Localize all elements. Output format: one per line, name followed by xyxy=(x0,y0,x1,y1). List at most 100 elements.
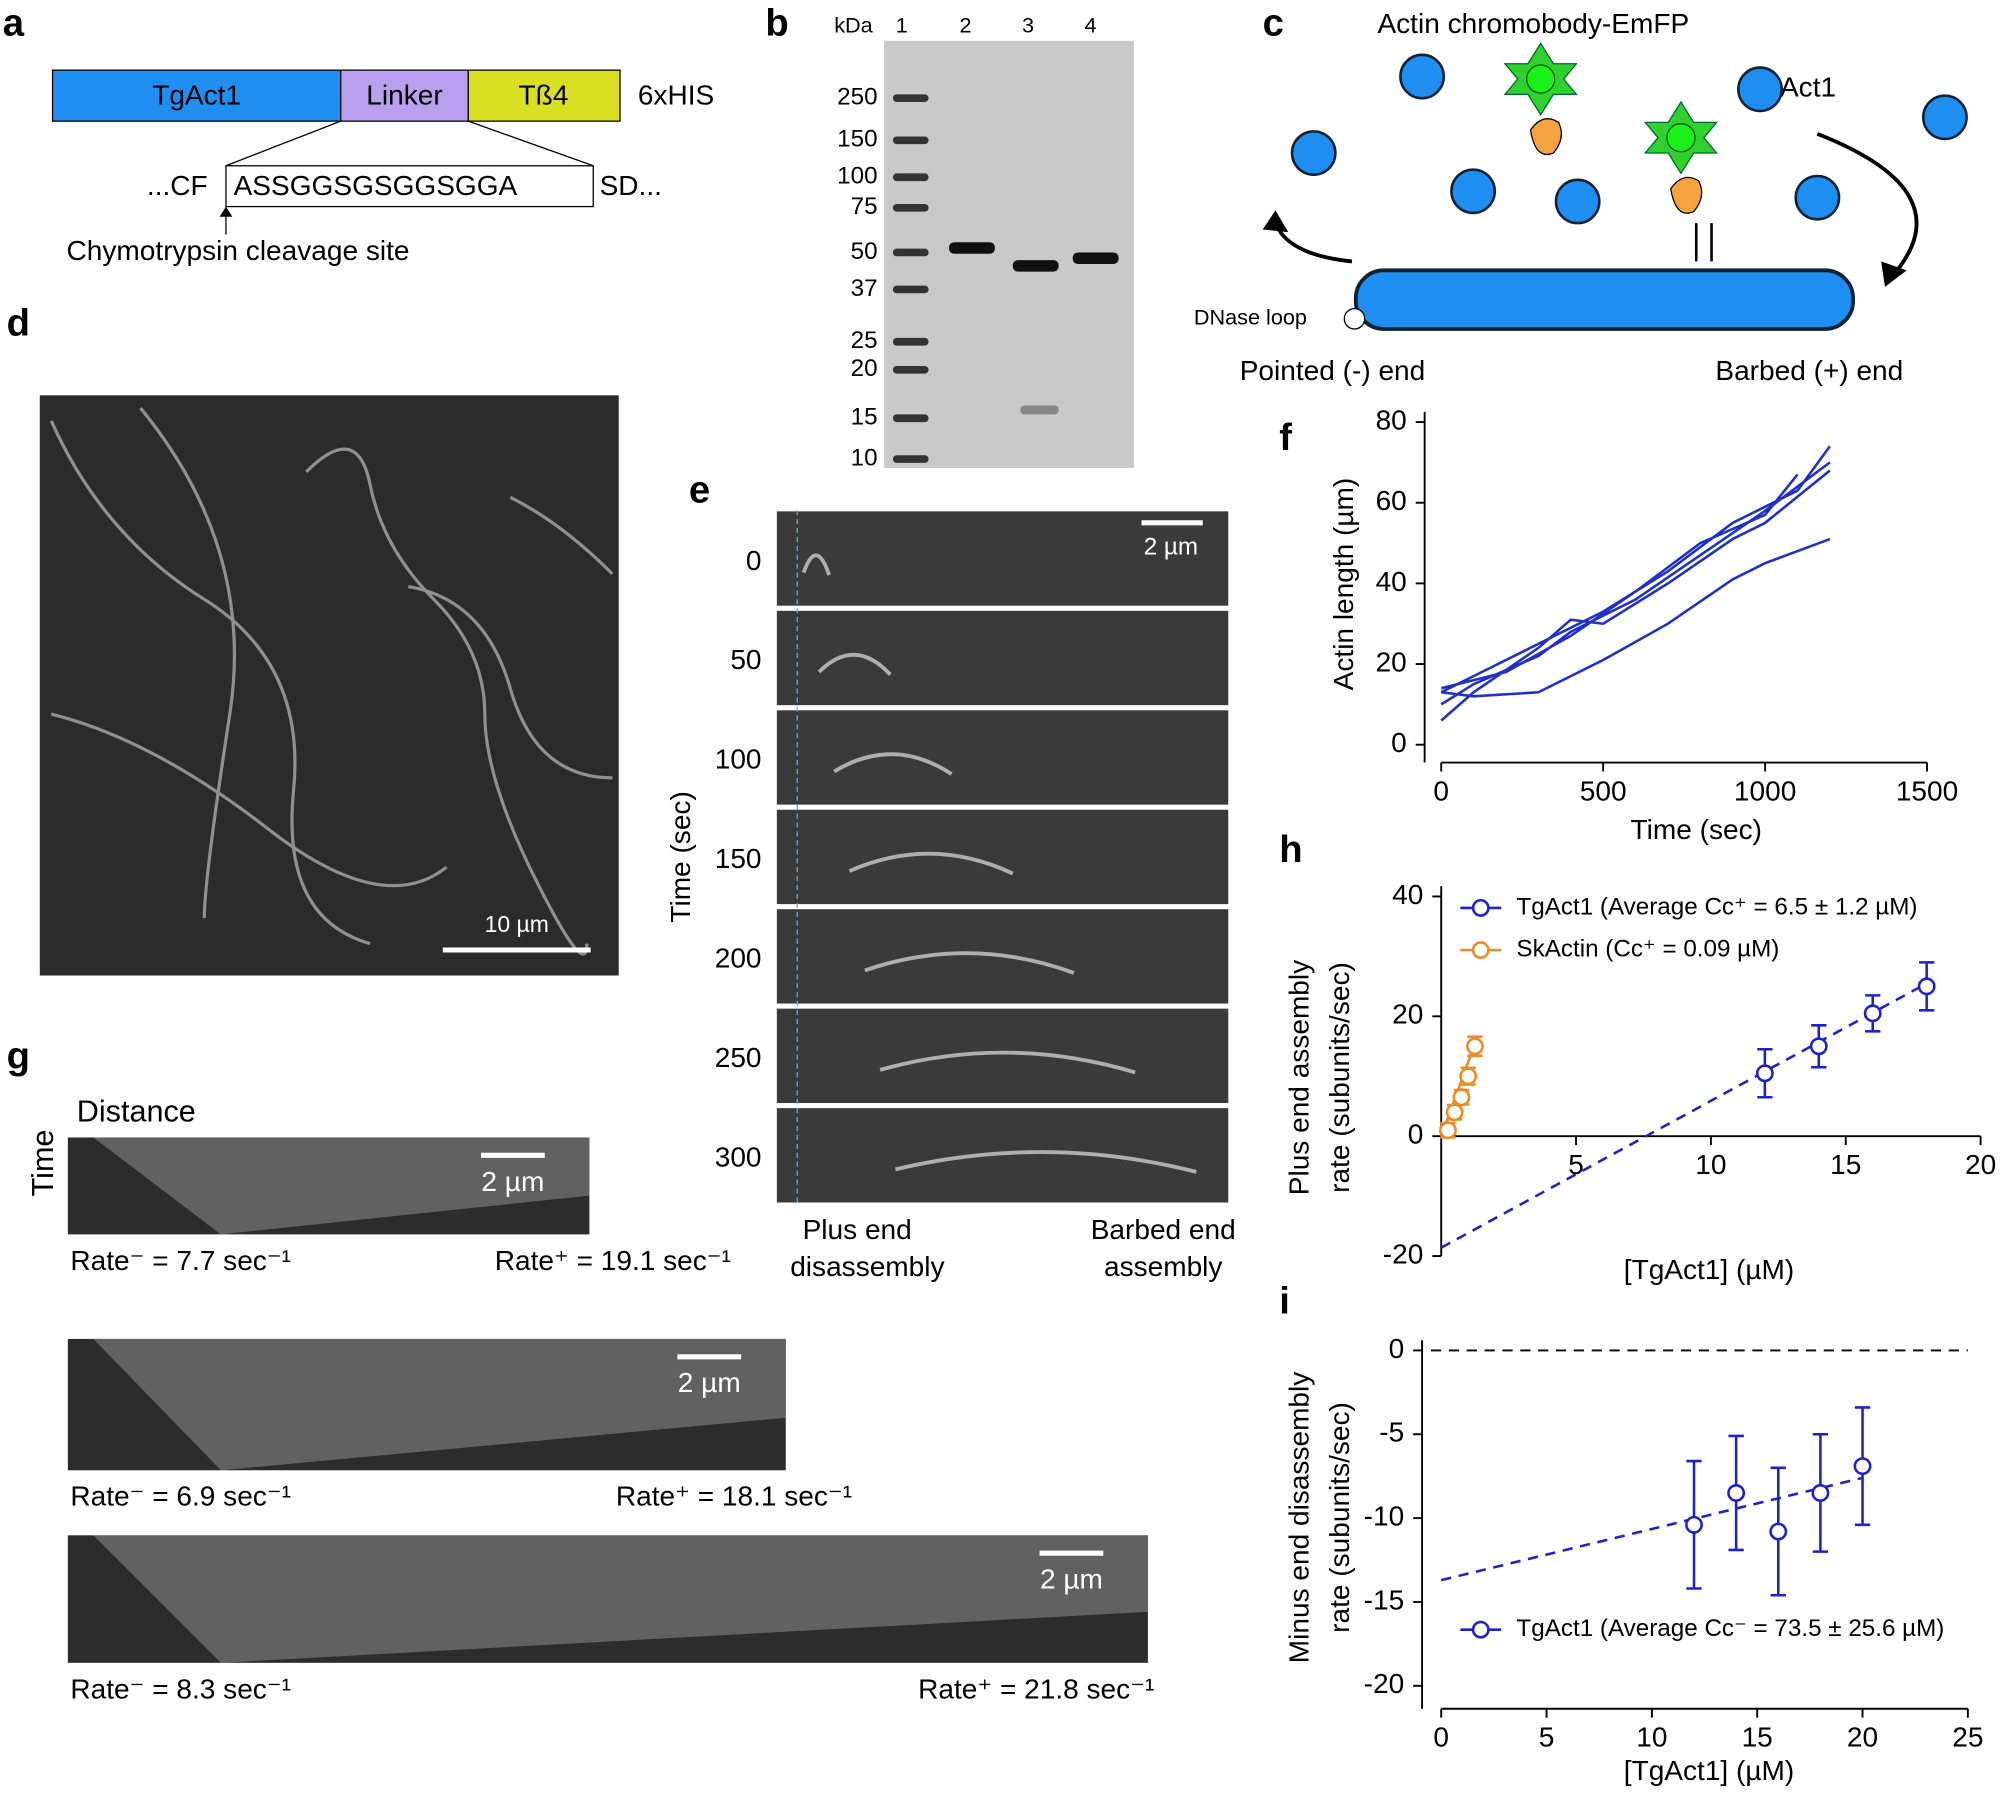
fit-line xyxy=(1440,1476,1863,1582)
filaments xyxy=(49,407,614,956)
label: Pointed (-) end xyxy=(1240,355,1426,386)
time-label: 200 xyxy=(715,943,762,974)
scale-label: 2 µm xyxy=(481,1166,544,1197)
point xyxy=(1452,1088,1471,1107)
filament xyxy=(864,951,1075,975)
y-axis-label: rate (subunits/sec) xyxy=(1324,962,1355,1193)
x-tick-label: 5 xyxy=(1539,1722,1555,1753)
filament xyxy=(817,652,892,676)
scale-label: 2 µm xyxy=(1144,534,1198,561)
filament xyxy=(1353,268,1856,331)
point xyxy=(1685,1515,1703,1534)
rate-label: Rate⁻ = 6.9 sec⁻¹ xyxy=(70,1481,291,1512)
marker-label: 50 xyxy=(851,238,878,265)
rate-label: Rate⁻ = 7.7 sec⁻¹ xyxy=(70,1245,291,1276)
chromobody xyxy=(1666,123,1696,153)
micrograph xyxy=(39,395,619,976)
segment xyxy=(340,69,469,122)
actin-monomer xyxy=(1450,168,1497,215)
point xyxy=(1459,1067,1478,1086)
marker-label: 25 xyxy=(851,327,878,354)
actin-monomer xyxy=(1290,130,1337,176)
point xyxy=(1811,1484,1830,1502)
tag-label: 6xHIS xyxy=(638,79,714,110)
time-label: 50 xyxy=(730,644,761,675)
x-tick-label: 15 xyxy=(1830,1149,1861,1180)
arrow xyxy=(1273,222,1353,264)
point xyxy=(1727,1484,1746,1502)
label: Barbed (+) end xyxy=(1715,355,1903,386)
band xyxy=(892,414,929,423)
frame xyxy=(776,511,1229,606)
panel-letter: d xyxy=(7,301,30,344)
sequence: SD... xyxy=(600,170,662,201)
sequence: ...CF xyxy=(147,170,208,201)
marker-label: 20 xyxy=(851,355,878,382)
band xyxy=(1020,405,1059,415)
marker-label: 75 xyxy=(851,193,878,220)
y-tick-label: 20 xyxy=(1392,999,1423,1030)
point xyxy=(1809,1037,1828,1056)
line xyxy=(1441,537,1831,698)
actin-monomer xyxy=(1737,66,1783,113)
label: Barbed end xyxy=(1091,1214,1236,1245)
chromobody xyxy=(1526,64,1556,94)
x-tick-label: 1000 xyxy=(1734,776,1796,807)
arrow xyxy=(1816,132,1919,276)
dnase-loop xyxy=(1343,307,1366,330)
actin-monomer xyxy=(1921,94,1968,141)
time-label: 300 xyxy=(715,1142,762,1173)
x-tick-label: 25 xyxy=(1952,1722,1983,1753)
label: assembly xyxy=(1104,1251,1222,1282)
line xyxy=(1440,445,1831,694)
y-tick-label: 20 xyxy=(1376,646,1407,677)
filament xyxy=(894,1150,1197,1174)
band xyxy=(948,242,995,254)
connector xyxy=(225,120,341,167)
point xyxy=(1439,1121,1457,1140)
x-tick-label: 10 xyxy=(1695,1149,1726,1180)
label: Actin chromobody-EmFP xyxy=(1377,8,1689,39)
segment-label: Tß4 xyxy=(519,79,569,110)
nanobody xyxy=(1670,176,1703,214)
sequence-box xyxy=(225,165,594,208)
y-axis-label: rate (subunits/sec) xyxy=(1324,1402,1355,1633)
label: Distance xyxy=(77,1094,196,1128)
arrow-head xyxy=(1262,210,1289,233)
legend-marker xyxy=(1471,1620,1490,1639)
band xyxy=(892,365,929,374)
arrow-head xyxy=(1881,261,1907,287)
segment xyxy=(467,69,621,122)
y-tick-label: 0 xyxy=(1408,1119,1424,1150)
segment-label: Linker xyxy=(366,79,442,110)
x-tick-label: 20 xyxy=(1847,1722,1878,1753)
marker-label: 15 xyxy=(851,404,878,431)
unit: kDa xyxy=(834,12,873,37)
y-tick-label: -20 xyxy=(1383,1238,1424,1269)
time-label: 250 xyxy=(715,1042,762,1073)
axis-label: Time (sec) xyxy=(665,791,696,922)
actin-monomer xyxy=(1794,174,1841,221)
y-axis-label: Minus end disassembly xyxy=(1283,1372,1314,1664)
time-label: 100 xyxy=(715,744,762,775)
scale-label: 10 µm xyxy=(485,911,549,937)
frame xyxy=(776,1108,1229,1203)
y-tick-label: 0 xyxy=(1391,727,1407,758)
lane-label: 1 xyxy=(896,12,908,37)
band xyxy=(1072,252,1119,264)
marker-label: 100 xyxy=(837,163,877,190)
band xyxy=(892,248,929,257)
note: Chymotrypsin cleavage site xyxy=(67,235,410,266)
x-tick-label: 0 xyxy=(1433,776,1449,807)
filament xyxy=(801,553,831,576)
label: Time xyxy=(26,1130,60,1197)
point xyxy=(1755,1064,1774,1083)
y-tick-label: -5 xyxy=(1379,1417,1404,1448)
band xyxy=(1012,260,1059,272)
segment-label: TgAct1 xyxy=(152,79,241,110)
point xyxy=(1769,1522,1788,1541)
panel-letter: b xyxy=(765,2,788,45)
frame xyxy=(776,710,1229,805)
x-axis-label: [TgAct1] (µM) xyxy=(1624,1755,1794,1786)
